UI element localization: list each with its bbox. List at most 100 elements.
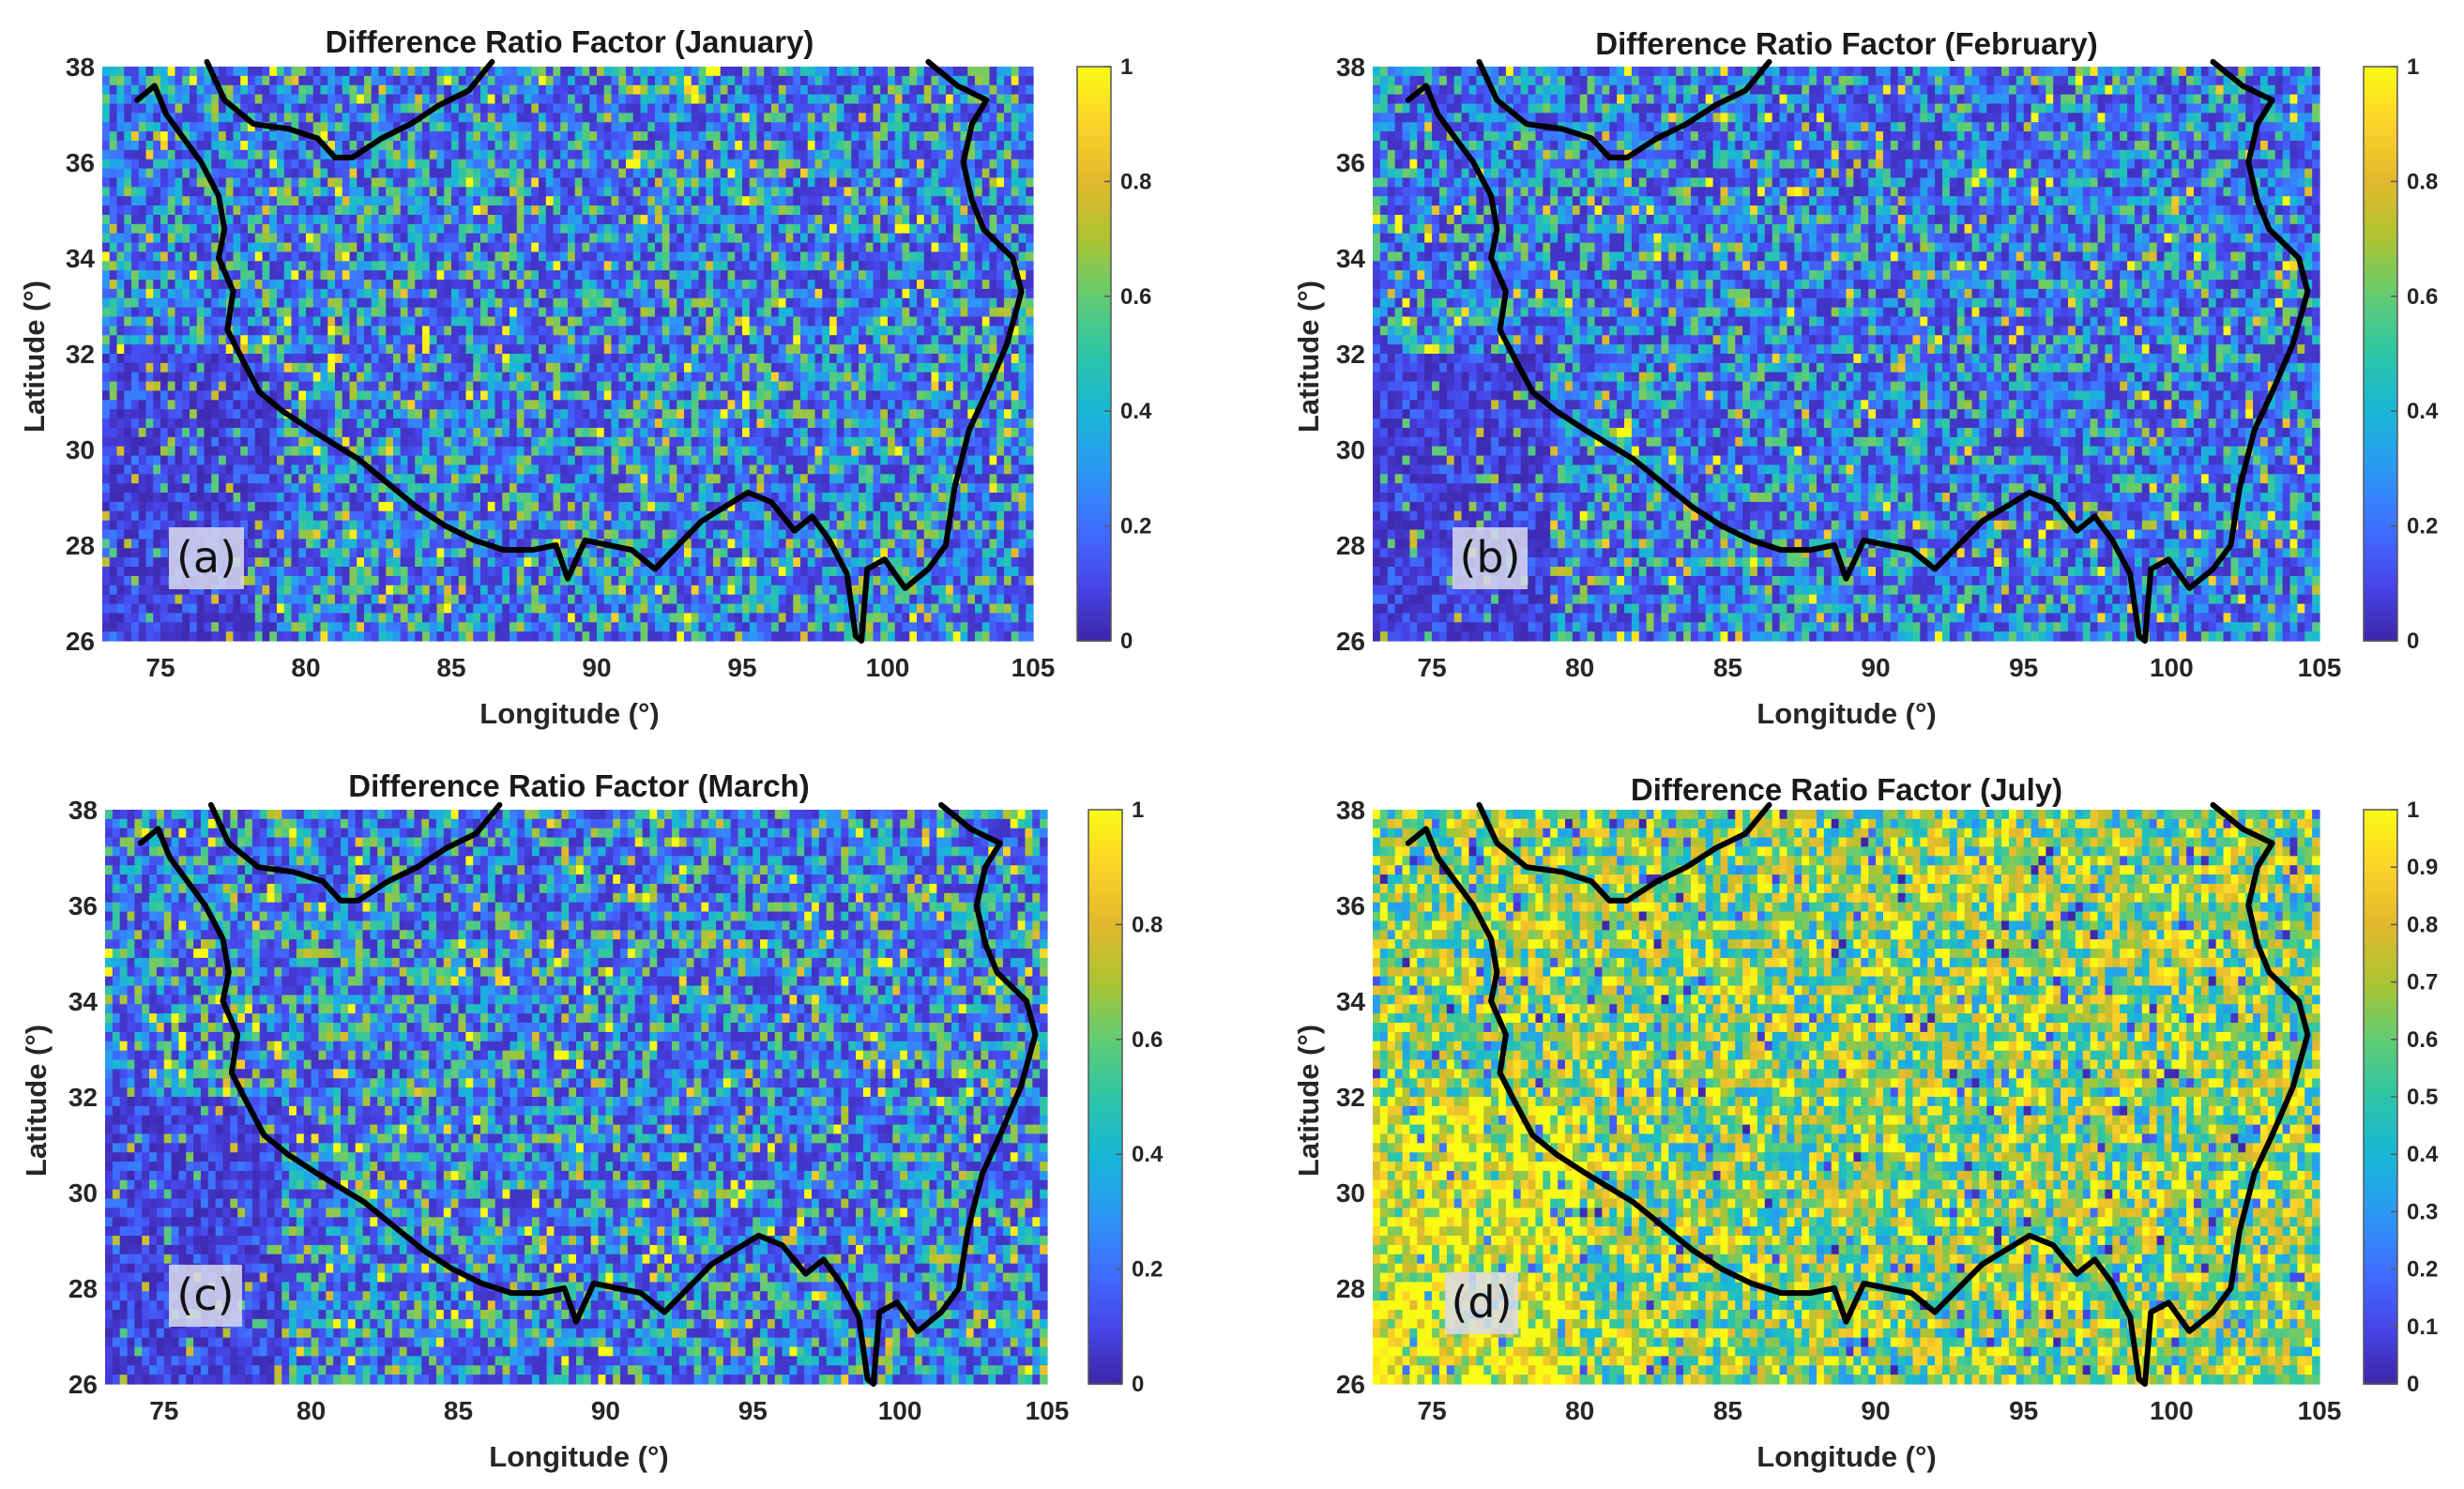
heatmap-cell — [771, 270, 780, 281]
heatmap-cell — [145, 307, 154, 318]
heatmap-cell — [451, 251, 460, 262]
heatmap-cell — [553, 344, 561, 355]
heatmap-cell — [327, 94, 336, 105]
heatmap-cell — [269, 187, 278, 197]
heatmap-cell — [371, 214, 380, 225]
heatmap-cell — [487, 94, 496, 105]
heatmap-cell — [975, 122, 983, 132]
heatmap-cell — [793, 113, 801, 123]
heatmap-cell — [749, 149, 758, 160]
heatmap-cell — [487, 67, 496, 77]
heatmap-cell — [102, 168, 111, 179]
heatmap-cell — [219, 103, 227, 114]
heatmap-cell — [480, 354, 489, 364]
heatmap-cell — [894, 400, 904, 410]
heatmap-cell — [487, 335, 496, 345]
heatmap-cell — [545, 149, 555, 160]
heatmap-cell — [706, 149, 714, 160]
heatmap-cell — [1004, 400, 1012, 410]
heatmap-cell — [894, 390, 904, 401]
heatmap-cell — [131, 196, 140, 206]
heatmap-cell — [131, 103, 140, 114]
heatmap-cell — [618, 196, 627, 206]
heatmap-cell — [240, 270, 249, 281]
heatmap-cell — [597, 159, 605, 170]
heatmap-cell — [706, 84, 714, 96]
heatmap-cell — [283, 84, 293, 96]
heatmap-cell — [793, 409, 801, 419]
heatmap-cell — [124, 307, 132, 318]
heatmap-cell — [233, 168, 241, 179]
heatmap-cell — [727, 280, 736, 290]
heatmap-cell — [669, 168, 677, 179]
heatmap-cell — [357, 113, 365, 123]
heatmap-cell — [487, 242, 496, 253]
heatmap-cell — [545, 288, 555, 299]
heatmap-cell — [603, 84, 613, 96]
heatmap-cell — [190, 223, 198, 235]
heatmap-cell — [407, 196, 416, 206]
heatmap-cell — [793, 242, 801, 253]
heatmap-cell — [560, 103, 569, 114]
heatmap-cell — [400, 261, 409, 271]
heatmap-cell — [429, 122, 438, 132]
heatmap-cell — [444, 168, 452, 179]
heatmap-cell — [364, 251, 373, 262]
heatmap-cell — [371, 400, 380, 410]
heatmap-cell — [632, 316, 642, 327]
heatmap-cell — [844, 307, 852, 318]
heatmap-cell — [145, 335, 154, 345]
heatmap-cell — [756, 297, 765, 309]
heatmap-cell — [655, 187, 663, 197]
heatmap-cell — [196, 140, 205, 151]
heatmap-cell — [859, 168, 867, 179]
heatmap-cell — [938, 381, 947, 392]
heatmap-cell — [698, 362, 707, 373]
heatmap-cell — [720, 140, 729, 151]
heatmap-cell — [145, 67, 154, 77]
heatmap-cell — [917, 196, 925, 206]
heatmap-cell — [116, 113, 125, 123]
heatmap-cell — [749, 400, 758, 410]
heatmap-cell — [589, 196, 598, 206]
heatmap-cell — [851, 223, 859, 235]
heatmap-cell — [306, 177, 314, 188]
heatmap-cell — [894, 344, 904, 355]
heatmap-cell — [727, 400, 736, 410]
heatmap-cell — [516, 288, 525, 299]
heatmap-cell — [254, 400, 264, 410]
heatmap-cell — [647, 418, 656, 429]
heatmap-cell — [248, 223, 256, 235]
heatmap-cell — [102, 418, 111, 429]
heatmap-cell — [568, 418, 576, 429]
heatmap-cell — [196, 67, 205, 77]
heatmap-cell — [277, 75, 285, 86]
heatmap-cell — [706, 233, 714, 244]
heatmap-cell — [524, 288, 532, 299]
heatmap-cell — [880, 326, 889, 336]
heatmap-cell — [735, 335, 743, 345]
heatmap-cell — [211, 103, 220, 114]
heatmap-cell — [196, 344, 205, 355]
heatmap-cell — [611, 297, 619, 309]
heatmap-cell — [975, 326, 983, 336]
heatmap-cell — [909, 140, 918, 151]
heatmap-cell — [655, 316, 663, 327]
heatmap-cell — [167, 214, 176, 225]
heatmap-cell — [357, 75, 365, 86]
heatmap-cell — [254, 344, 264, 355]
heatmap-cell — [626, 205, 634, 216]
heatmap-cell — [291, 297, 299, 309]
heatmap-cell — [851, 94, 859, 105]
heatmap-cell — [510, 187, 518, 197]
heatmap-cell — [277, 288, 285, 299]
heatmap-cell — [923, 233, 933, 244]
heatmap-cell — [647, 390, 656, 401]
heatmap-cell — [233, 372, 241, 383]
heatmap-cell — [167, 122, 176, 132]
heatmap-cell — [931, 288, 939, 299]
heatmap-cell — [756, 84, 765, 96]
heatmap-cell — [131, 149, 140, 160]
heatmap-cell — [597, 261, 605, 271]
heatmap-cell — [931, 233, 939, 244]
